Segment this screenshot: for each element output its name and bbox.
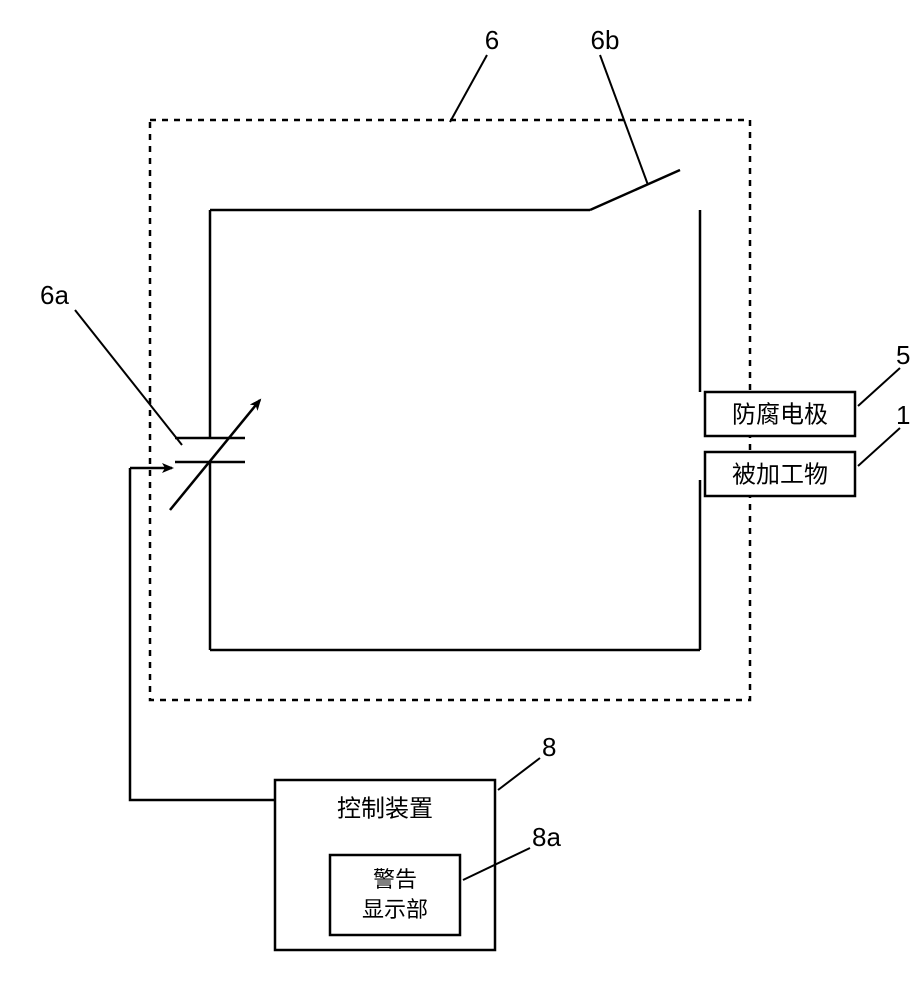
leader-line bbox=[858, 428, 900, 466]
control-wire bbox=[130, 468, 275, 800]
warning-label-line2: 显示部 bbox=[362, 897, 428, 922]
circuit-diagram: 防腐电极 被加工物 控制装置 警告 显示部 6 6b 6a 5 1 8 8a bbox=[0, 0, 919, 1000]
variable-arrow bbox=[170, 400, 260, 510]
label-6: 6 bbox=[485, 25, 499, 55]
dashed-enclosure bbox=[150, 120, 750, 700]
leader-line bbox=[450, 55, 487, 122]
label-1: 1 bbox=[896, 400, 910, 430]
label-6b: 6b bbox=[591, 25, 620, 55]
switch-arm bbox=[590, 170, 680, 210]
warning-label-line1: 警告 bbox=[373, 867, 417, 892]
leader-line bbox=[75, 310, 182, 445]
label-5: 5 bbox=[896, 340, 910, 370]
electrode-label: 防腐电极 bbox=[732, 401, 828, 428]
label-8: 8 bbox=[542, 732, 556, 762]
leader-line bbox=[858, 368, 900, 406]
label-8a: 8a bbox=[532, 822, 561, 852]
leader-line bbox=[498, 758, 540, 790]
controller-label: 控制装置 bbox=[337, 795, 433, 822]
workpiece-label: 被加工物 bbox=[732, 461, 828, 488]
label-6a: 6a bbox=[40, 280, 69, 310]
